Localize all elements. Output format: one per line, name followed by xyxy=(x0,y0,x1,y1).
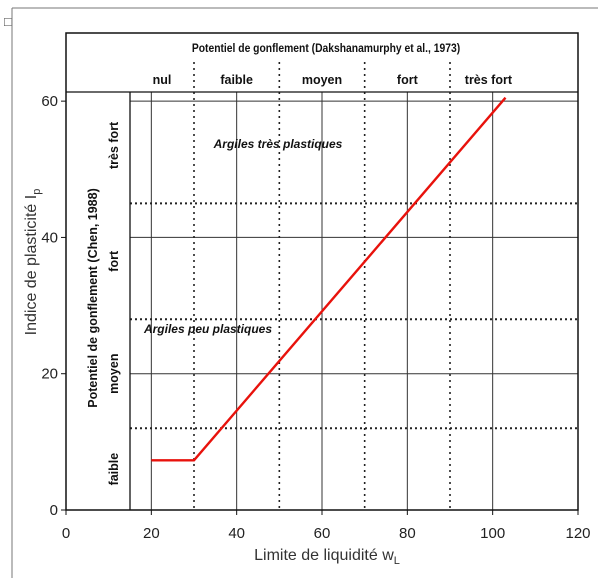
x-tick-label-60: 60 xyxy=(314,525,331,542)
annotation-tres-plastiques: Argiles très plastiques xyxy=(213,137,343,151)
corner-glyph: □ xyxy=(4,14,12,29)
top-class-label-3: fort xyxy=(397,73,419,87)
left-class-label-2: fort xyxy=(107,250,121,272)
y-tick-label-40: 40 xyxy=(41,229,58,246)
left-class-label-0: faible xyxy=(107,453,121,486)
left-class-label-1: moyen xyxy=(107,354,121,394)
left-class-labels: faible moyen fort très fort xyxy=(107,121,121,485)
class-boundary-layer xyxy=(66,62,578,510)
top-class-label-4: très fort xyxy=(465,73,513,87)
chart-title: Potentiel de gonflement (Dakshanamurphy … xyxy=(192,42,461,55)
x-tick-label-120: 120 xyxy=(565,525,590,542)
top-class-label-0: nul xyxy=(153,73,172,87)
y-tick-label-0: 0 xyxy=(50,502,58,519)
left-class-label-3: très fort xyxy=(107,121,121,169)
x-tick-label-20: 20 xyxy=(143,525,160,542)
y-tick-label-20: 20 xyxy=(41,366,58,383)
y-axis-label-sub: p xyxy=(31,189,43,195)
series-line-0 xyxy=(151,96,507,462)
left-axis-title: Potentiel de gonflement (Chen, 1988) xyxy=(86,188,100,407)
x-tick-label-0: 0 xyxy=(62,525,70,542)
top-class-labels: nul faible moyen fort très fort xyxy=(153,73,513,87)
x-axis-label: Limite de liquidité wL xyxy=(254,547,400,567)
tick-layer: 0 20 40 60 80 100 120 0 20 40 60 xyxy=(41,93,590,542)
x-axis-label-text: Limite de liquidité w xyxy=(254,547,394,564)
top-class-label-1: faible xyxy=(220,73,253,87)
y-axis-label: Indice de plasticité Ip xyxy=(23,189,43,336)
x-axis-label-sub: L xyxy=(394,555,400,567)
top-class-label-2: moyen xyxy=(302,73,342,87)
x-tick-label-80: 80 xyxy=(399,525,416,542)
x-tick-label-40: 40 xyxy=(228,525,245,542)
x-tick-label-100: 100 xyxy=(480,525,505,542)
y-tick-label-60: 60 xyxy=(41,93,58,110)
series-layer xyxy=(151,96,507,462)
y-axis-label-text: Indice de plasticité I xyxy=(23,195,40,336)
annotation-peu-plastiques: Argiles peu plastiques xyxy=(143,322,272,336)
